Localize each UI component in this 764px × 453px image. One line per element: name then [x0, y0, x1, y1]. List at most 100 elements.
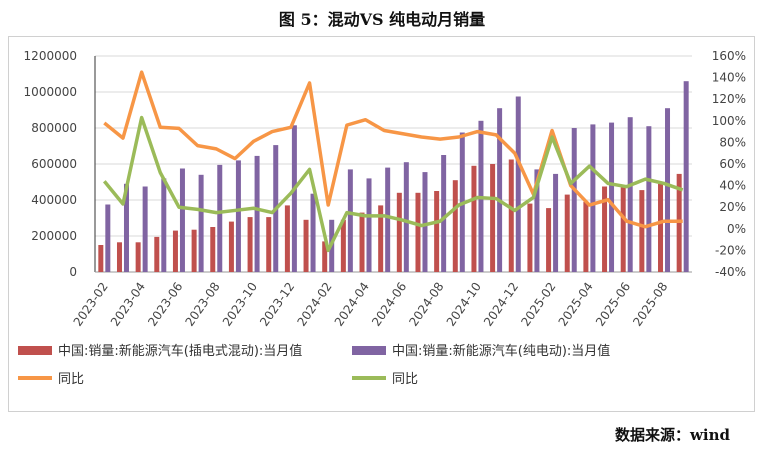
bar-phev — [154, 236, 160, 272]
right-axis-tick: 140% — [712, 71, 746, 85]
bar-bev — [105, 204, 111, 272]
bar-phev — [228, 221, 234, 272]
bar-phev — [266, 217, 272, 272]
bar-phev — [340, 219, 346, 272]
right-axis-tick: 0% — [727, 222, 746, 236]
legend-label: 中国:销量:新能源汽车(插电式混动):当月值 — [58, 343, 302, 359]
bar-phev — [359, 212, 365, 272]
x-axis-tick: 2023-12 — [257, 280, 297, 329]
bar-bev — [123, 183, 129, 272]
bar-bev — [609, 122, 615, 272]
x-axis-tick: 2025-06 — [593, 280, 633, 329]
bar-bev — [161, 178, 167, 272]
left-axis-tick: 0 — [69, 265, 77, 279]
line-orange-yoy — [103, 70, 683, 229]
bar-phev — [415, 192, 421, 272]
bar-phev — [658, 183, 664, 272]
bar-phev — [471, 165, 477, 272]
bar-phev — [434, 191, 440, 272]
bar-phev — [527, 203, 533, 272]
chart-frame — [8, 36, 755, 412]
bar-bev — [254, 155, 260, 272]
bar-phev — [396, 192, 402, 272]
x-axis-tick: 2024-12 — [481, 280, 521, 329]
right-axis-tick: 120% — [712, 92, 746, 106]
bar-phev — [284, 205, 290, 272]
bar-bev — [403, 162, 409, 272]
bar-phev — [546, 208, 552, 272]
bar-bev — [497, 108, 503, 272]
bar-bev — [534, 169, 540, 272]
left-axis-tick: 1200000 — [24, 49, 77, 63]
bar-phev — [508, 159, 514, 272]
right-axis-tick: 160% — [712, 49, 746, 63]
bar-phev — [564, 194, 570, 272]
right-axis-tick: 20% — [719, 200, 746, 214]
x-axis-tick: 2024-02 — [294, 280, 334, 329]
bar-bev — [291, 125, 297, 272]
bar-bev — [590, 124, 596, 273]
right-axis-tick: -40% — [715, 265, 746, 279]
bar-phev — [210, 227, 216, 272]
right-axis-tick: 80% — [719, 135, 746, 149]
bar-bev — [179, 168, 185, 272]
bar-bev — [347, 169, 353, 272]
x-axis-tick: 2024-10 — [444, 280, 484, 329]
bar-phev — [452, 180, 458, 272]
legend-label: 中国:销量:新能源汽车(纯电动):当月值 — [392, 343, 610, 359]
left-axis-tick: 800000 — [31, 121, 77, 135]
left-axis-tick: 200000 — [31, 229, 77, 243]
bar-bev — [441, 155, 447, 272]
bar-bev — [366, 178, 372, 272]
bar-phev — [135, 242, 141, 272]
x-axis-tick: 2025-02 — [518, 280, 558, 329]
x-axis-tick: 2023-10 — [220, 280, 260, 329]
left-axis-tick: 400000 — [31, 193, 77, 207]
right-axis-tick: 100% — [712, 114, 746, 128]
x-axis-tick: 2023-04 — [108, 280, 148, 329]
bar-bev — [385, 167, 391, 272]
bar-bev — [235, 160, 241, 272]
bar-bev — [665, 108, 671, 272]
bar-phev — [639, 190, 645, 272]
x-axis-tick: 2023-02 — [71, 280, 111, 329]
bar-phev — [191, 229, 197, 272]
bar-phev — [490, 164, 496, 272]
right-axis-tick: 40% — [719, 179, 746, 193]
bar-bev — [683, 81, 689, 272]
x-axis-tick: 2023-08 — [182, 280, 222, 329]
right-axis-tick: 60% — [719, 157, 746, 171]
x-axis-tick: 2025-08 — [630, 280, 670, 329]
right-axis-tick: -20% — [715, 243, 746, 257]
x-axis-tick: 2023-06 — [145, 280, 185, 329]
bar-phev — [172, 230, 178, 272]
x-axis-tick: 2024-08 — [406, 280, 446, 329]
left-axis-tick: 600000 — [31, 157, 77, 171]
left-axis-tick: 1000000 — [24, 85, 77, 99]
x-axis-tick: 2024-06 — [369, 280, 409, 329]
bar-bev — [515, 96, 521, 272]
bar-bev — [553, 173, 559, 272]
x-axis-tick: 2024-04 — [332, 280, 372, 329]
bar-bev — [627, 117, 633, 272]
bar-bev — [422, 172, 428, 272]
bar-bev — [646, 126, 652, 272]
bar-phev — [602, 186, 608, 272]
bar-phev — [583, 201, 589, 272]
bar-bev — [571, 128, 577, 272]
legend-label: 同比 — [392, 372, 418, 387]
bar-bev — [142, 186, 148, 272]
bar-phev — [98, 245, 104, 272]
source-note: 数据来源：wind — [614, 426, 730, 444]
legend-swatch — [352, 346, 386, 355]
line-green-yoy — [102, 115, 684, 253]
bar-phev — [116, 242, 122, 272]
x-axis-tick: 2025-04 — [556, 280, 596, 329]
bar-bev — [310, 193, 316, 272]
bar-phev — [303, 219, 309, 272]
legend-label: 同比 — [58, 372, 84, 387]
bar-phev — [378, 205, 384, 272]
bar-bev — [217, 164, 223, 272]
chart-title: 图 5：混动VS 纯电动月销量 — [278, 10, 486, 29]
